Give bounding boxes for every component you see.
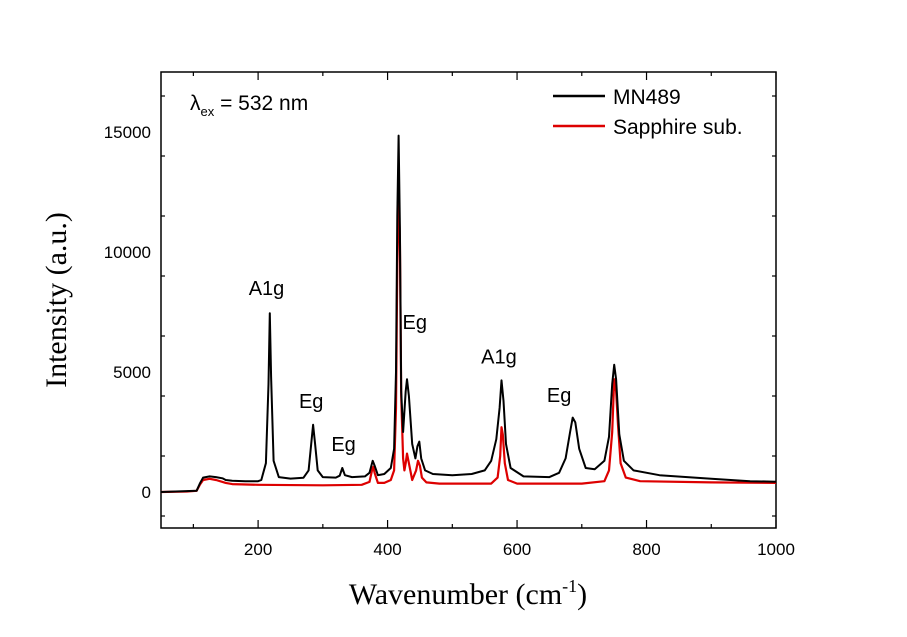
series-line-sapphire (160, 195, 777, 494)
peak-label: Eg (299, 391, 323, 413)
y-tick-label: 10000 (104, 243, 151, 262)
x-tick-label: 1000 (757, 540, 795, 559)
series-line-mn489 (160, 134, 777, 493)
peak-label: Eg (403, 312, 427, 334)
excitation-label: λex = 532 nm (190, 92, 308, 119)
peak-label: Eg (331, 434, 355, 456)
legend: MN489 Sapphire sub. (553, 86, 743, 139)
x-tick-label: 600 (503, 540, 531, 559)
series-layer (160, 134, 777, 494)
x-tick-label: 200 (244, 540, 272, 559)
peak-label: A1g (481, 347, 517, 369)
y-tick-label: 5000 (113, 363, 151, 382)
peak-label: A1g (249, 278, 285, 300)
x-tick-label: 400 (373, 540, 401, 559)
lambda-subscript: ex (201, 104, 215, 119)
y-tick-label: 15000 (104, 123, 151, 142)
peak-annotations: A1g Eg Eg Eg A1g Eg (249, 278, 572, 456)
y-axis-title: Intensity (a.u.) (40, 212, 73, 388)
x-tick-label: 800 (632, 540, 660, 559)
legend-label-sapphire: Sapphire sub. (613, 116, 743, 139)
peak-label: Eg (547, 385, 571, 407)
y-tick-label: 0 (142, 483, 151, 502)
excitation-value: = 532 nm (214, 92, 308, 115)
plot-frame (160, 71, 777, 529)
lambda-symbol: λ (190, 92, 201, 115)
legend-label-mn489: MN489 (613, 86, 681, 109)
x-axis-title: Wavenumber (cm-1) (349, 576, 587, 611)
